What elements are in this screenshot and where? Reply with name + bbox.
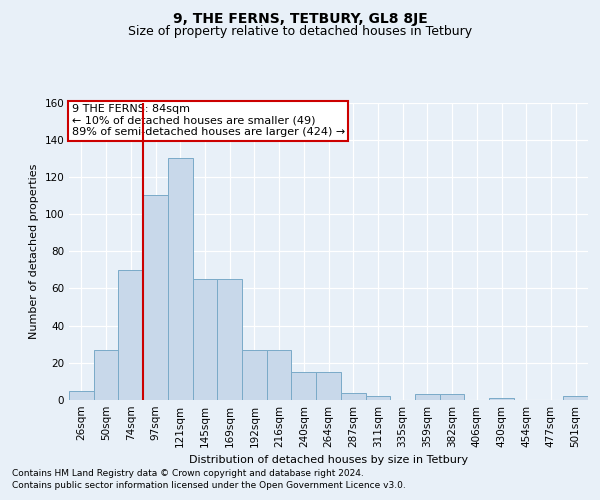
Bar bbox=[292, 372, 316, 400]
Bar bbox=[69, 390, 94, 400]
Y-axis label: Number of detached properties: Number of detached properties bbox=[29, 164, 39, 339]
Bar bbox=[341, 392, 365, 400]
Bar bbox=[316, 372, 341, 400]
Bar bbox=[168, 158, 193, 400]
Bar bbox=[563, 396, 588, 400]
Bar bbox=[242, 350, 267, 400]
Bar bbox=[94, 350, 118, 400]
Text: Contains HM Land Registry data © Crown copyright and database right 2024.: Contains HM Land Registry data © Crown c… bbox=[12, 469, 364, 478]
Bar bbox=[267, 350, 292, 400]
Bar bbox=[118, 270, 143, 400]
Text: 9 THE FERNS: 84sqm
← 10% of detached houses are smaller (49)
89% of semi-detache: 9 THE FERNS: 84sqm ← 10% of detached hou… bbox=[71, 104, 345, 137]
Bar bbox=[217, 279, 242, 400]
Text: Contains public sector information licensed under the Open Government Licence v3: Contains public sector information licen… bbox=[12, 481, 406, 490]
Bar bbox=[415, 394, 440, 400]
X-axis label: Distribution of detached houses by size in Tetbury: Distribution of detached houses by size … bbox=[189, 456, 468, 466]
Bar bbox=[440, 394, 464, 400]
Text: Size of property relative to detached houses in Tetbury: Size of property relative to detached ho… bbox=[128, 25, 472, 38]
Bar bbox=[143, 196, 168, 400]
Bar bbox=[365, 396, 390, 400]
Text: 9, THE FERNS, TETBURY, GL8 8JE: 9, THE FERNS, TETBURY, GL8 8JE bbox=[173, 12, 427, 26]
Bar bbox=[193, 279, 217, 400]
Bar bbox=[489, 398, 514, 400]
